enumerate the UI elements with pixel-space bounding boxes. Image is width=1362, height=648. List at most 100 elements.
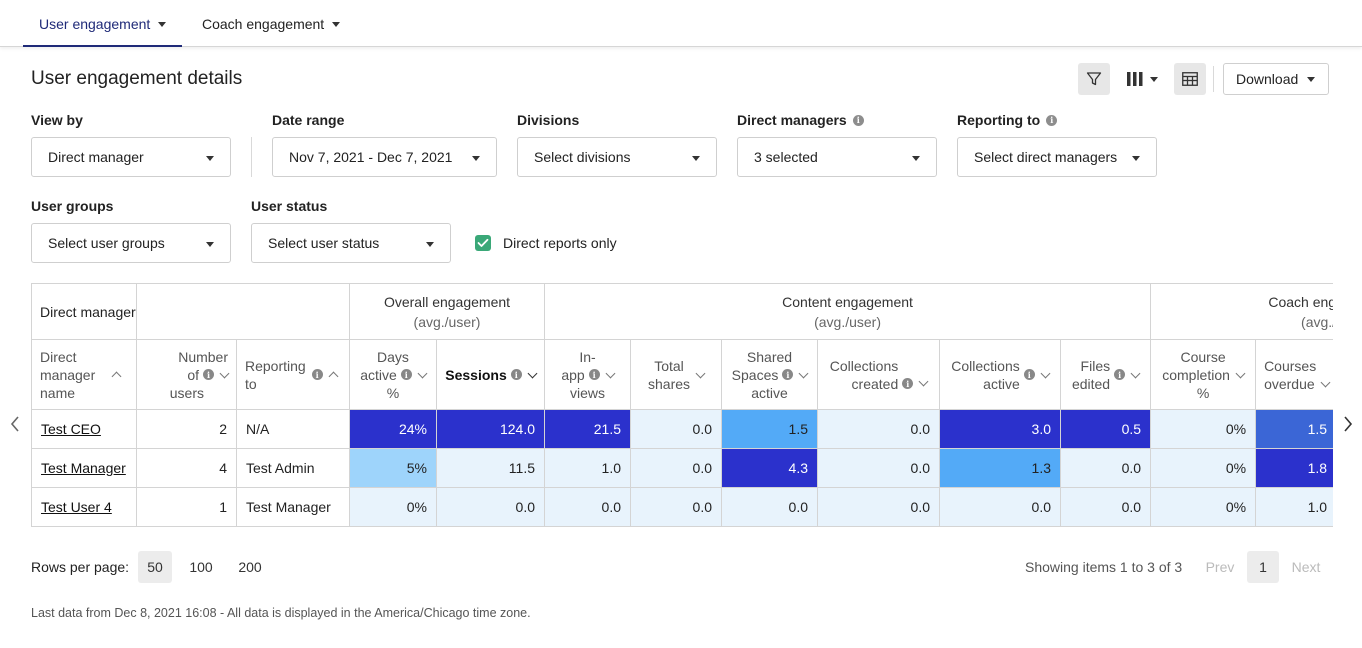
cell-course-completion: 0%	[1150, 448, 1257, 488]
cell-reporting-to: Test Manager	[236, 487, 350, 527]
cell-coll-created: 0.0	[817, 409, 941, 449]
col-files-line: Files	[1080, 357, 1111, 374]
col-header-inapp-views[interactable]: In- app i views	[544, 339, 632, 410]
view-by-select[interactable]: Direct manager	[31, 137, 231, 177]
next-page-button[interactable]: Next	[1291, 559, 1321, 575]
divisions-value: Select divisions	[534, 149, 631, 165]
cell-coll-created: 0.0	[817, 448, 941, 488]
info-icon[interactable]: i	[400, 369, 412, 380]
cell-courses-overdue: 1.8	[1255, 448, 1333, 488]
reporting-to-select[interactable]: Select direct managers	[957, 137, 1157, 177]
col-header-days-active[interactable]: Days active i %	[349, 339, 437, 410]
chevron-down-icon	[692, 156, 700, 161]
columns-button[interactable]	[1120, 63, 1164, 95]
tab-coach-engagement-label: Coach engagement	[202, 15, 325, 32]
info-icon[interactable]: i	[782, 369, 794, 380]
page-1-button[interactable]: 1	[1247, 551, 1279, 583]
col-header-reporting[interactable]: Reporting to i	[236, 339, 350, 410]
scroll-left-icon[interactable]	[9, 415, 21, 433]
chevron-down-icon	[206, 242, 214, 247]
user-status-value: Select user status	[268, 235, 380, 251]
info-icon[interactable]: i	[203, 369, 214, 380]
date-range-select[interactable]: Nov 7, 2021 - Dec 7, 2021	[272, 137, 497, 177]
col-header-shared-spaces[interactable]: Shared Spaces i active	[721, 339, 819, 410]
filter-button[interactable]	[1078, 63, 1110, 95]
manager-link[interactable]: Test User 4	[41, 499, 112, 515]
rows-per-page-200[interactable]: 200	[238, 559, 262, 575]
col-users-line: of	[187, 366, 199, 383]
info-icon[interactable]: i	[510, 369, 522, 380]
divisions-label: Divisions	[517, 112, 580, 128]
cell-user-count: 1	[136, 487, 237, 527]
col-header-collections-active[interactable]: Collections active i	[939, 339, 1062, 410]
filter-icon	[1086, 72, 1102, 86]
table-view-button[interactable]	[1174, 63, 1206, 95]
view-by-value: Direct manager	[48, 149, 144, 165]
col-header-users[interactable]: Number of i users	[136, 339, 237, 410]
cell-days-active: 5%	[349, 448, 437, 488]
info-icon[interactable]: i	[1046, 114, 1058, 126]
divisions-select[interactable]: Select divisions	[517, 137, 717, 177]
col-users-line: Number	[178, 348, 228, 365]
col-shares-line: shares	[648, 375, 691, 392]
manager-link[interactable]: Test CEO	[41, 421, 101, 437]
tab-coach-engagement[interactable]: Coach engagement	[202, 0, 341, 47]
col-header-collections-created[interactable]: Collections created i	[817, 339, 941, 410]
content-sub: (avg./user)	[814, 313, 881, 330]
overall-sub: (avg./user)	[413, 313, 481, 330]
toolbar-divider	[1213, 66, 1214, 92]
page-title: User engagement details	[31, 68, 243, 89]
cell-coll-active: 0.0	[939, 487, 1062, 527]
user-groups-select[interactable]: Select user groups	[31, 223, 231, 263]
direct-managers-select[interactable]: 3 selected	[737, 137, 937, 177]
engagement-table: Direct manager Overall engagement (avg./…	[31, 283, 1333, 527]
col-sessions-label: Sessions	[445, 366, 507, 383]
tab-user-engagement-label: User engagement	[39, 15, 151, 32]
data-timestamp-note: Last data from Dec 8, 2021 16:08 - All d…	[31, 606, 531, 620]
chevron-down-icon	[1235, 368, 1246, 378]
chevron-down-icon	[472, 156, 480, 161]
rows-per-page-100[interactable]: 100	[189, 559, 213, 575]
col-header-files-edited[interactable]: Files edited i	[1060, 339, 1152, 410]
info-icon[interactable]: i	[1114, 369, 1126, 380]
info-icon[interactable]: i	[588, 369, 600, 380]
col-days-line: Days	[377, 348, 409, 365]
col-header-sessions[interactable]: Sessions i	[435, 339, 546, 410]
info-icon[interactable]: i	[852, 114, 864, 126]
direct-reports-only-checkbox[interactable]	[475, 235, 491, 251]
cell-shared-spaces: 1.5	[721, 409, 819, 449]
chevron-down-icon	[1130, 368, 1141, 378]
col-header-name[interactable]: Direct manager name	[31, 339, 137, 410]
info-icon[interactable]: i	[902, 378, 914, 389]
tab-user-engagement[interactable]: User engagement	[22, 0, 183, 47]
col-header-courses-overdue[interactable]: Courses overdue	[1255, 339, 1333, 410]
scroll-right-icon[interactable]	[1342, 415, 1354, 433]
info-icon[interactable]: i	[1023, 369, 1035, 380]
date-range-label: Date range	[272, 112, 345, 128]
col-name-line: name	[40, 384, 76, 401]
chevron-down-icon	[1150, 76, 1158, 82]
col-coll-active-line: Collections	[951, 357, 1020, 374]
download-button[interactable]: Download	[1223, 63, 1329, 95]
manager-link[interactable]: Test Manager	[41, 460, 126, 476]
group-header-content: Content engagement (avg./user)	[544, 283, 1152, 340]
chevron-down-icon	[417, 368, 428, 378]
user-status-select[interactable]: Select user status	[251, 223, 451, 263]
overall-title: Overall engagement	[383, 293, 511, 310]
col-header-total-shares[interactable]: Total shares	[630, 339, 723, 410]
engagement-table-container[interactable]: Direct manager Overall engagement (avg./…	[31, 283, 1333, 527]
col-header-course-completion[interactable]: Course completion %	[1150, 339, 1257, 410]
info-icon[interactable]: i	[311, 369, 323, 380]
col-completion-line: completion	[1162, 366, 1230, 383]
user-groups-value: Select user groups	[48, 235, 165, 251]
prev-page-button[interactable]: Prev	[1205, 559, 1235, 575]
group-header-direct-manager: Direct manager	[31, 283, 137, 340]
col-days-line: %	[386, 384, 400, 401]
cell-inapp: 1.0	[544, 448, 632, 488]
checkmark-icon	[477, 238, 489, 247]
rows-per-page-50[interactable]: 50	[138, 551, 172, 583]
chevron-down-icon	[332, 21, 341, 27]
col-completion-line: Course	[1180, 348, 1226, 365]
cell-files: 0.0	[1060, 487, 1152, 527]
table-row: Test Manager 4 Test Admin 5% 11.5 1.0 0.0 4.3 0.…	[31, 448, 1333, 488]
